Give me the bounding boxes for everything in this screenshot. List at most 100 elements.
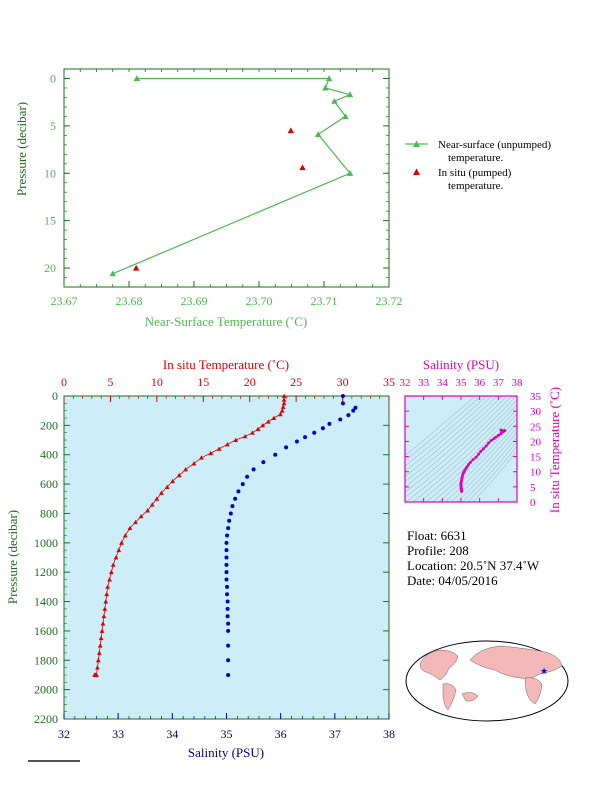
temperature-profile-point [159,490,164,495]
temp-x-tick-label: 5 [107,375,113,389]
temperature-profile-point [105,584,111,589]
pressure-y-tick-label: 800 [40,506,58,520]
ts-x-tick-label: 36 [474,377,486,389]
ts-density-contour [405,396,503,483]
ts-density-contour [405,399,517,502]
temperature-profile-point [154,496,160,501]
unpumped-temperature-point [331,98,338,104]
sal-x-tick-label: 37 [329,727,341,741]
ts-point [492,437,496,441]
temperature-profile-point [265,419,271,424]
pressure-y-tick-label: 1000 [34,536,58,550]
ts-point [487,441,491,445]
temperature-profile-point [208,450,214,456]
temperature-profile-point [271,415,277,420]
temperature-profile-point [183,467,189,472]
bottom-x-axis-label: Salinity (PSU) [188,745,264,760]
salinity-profile-point [294,439,299,444]
ts-y-tick-label: 20 [530,436,542,448]
top-y-tick-label: 0 [50,71,56,85]
ts-density-contour [405,396,517,498]
top-x-tick-label: 23.71 [311,294,338,308]
pressure-y-tick-label: 200 [40,418,58,432]
top-y-tick-label: 5 [50,119,56,133]
salinity-profile-point [228,511,233,516]
pumped-temperature-point [299,164,306,171]
temperature-profile-point [95,665,100,670]
ts-point [501,429,505,433]
top-chart: Near-Surface Temperature (˚C) Pressure (… [14,102,307,329]
ts-x-tick-label: 37 [493,377,505,389]
temperature-profile-point [97,643,103,648]
salinity-profile-point [225,592,230,597]
temperature-profile-point [104,591,110,597]
unpumped-temperature-point [133,75,140,82]
pressure-y-tick-label: 600 [40,477,58,491]
temperature-profile-point [225,442,230,447]
temperature-profile-point [138,513,144,519]
unpumped-temperature-point [109,270,116,277]
ts-y-axis-label: In situ Temperature (˚C) [547,387,562,513]
top-y-axis-label: Pressure (decibar) [14,102,29,196]
map-land-australia [461,692,479,702]
float-id: Float: 6631 [407,528,467,543]
ts-density-contour [432,417,517,502]
temperature-profile-point [122,533,128,538]
pressure-y-tick-label: 1400 [34,595,58,609]
pressure-y-tick-label: 2000 [34,683,58,697]
ts-density-contour [462,441,517,502]
date: Date: 04/05/2016 [407,573,498,588]
salinity-profile-point [224,570,229,575]
top-x-tick-label: 23.69 [181,294,208,308]
pressure-y-tick-label: 1800 [34,653,58,667]
ts-density-contour [405,396,482,462]
ts-density-contour [405,396,476,457]
ts-y-tick-label: 25 [530,421,542,433]
top-x-tick-label: 23.72 [376,294,403,308]
salinity-profile-point [226,658,231,663]
temperature-profile-point [281,400,287,406]
ts-x-tick-label: 38 [512,377,524,389]
salinity-profile-point [226,621,231,626]
top-x-tick-label: 23.70 [246,294,273,308]
temperature-profile-point [233,437,239,442]
ts-density-contour [405,396,513,493]
temperature-profile-point [113,555,119,560]
salinity-profile-point [226,672,231,677]
top-x-tick-label: 23.67 [51,294,78,308]
temperature-profile-point [110,562,116,567]
temperature-profile-point [127,525,133,531]
temperature-profile-point [191,461,197,466]
legend-unpumped-label-2: temperature. [448,152,504,164]
top-y-tick-label: 20 [44,261,56,275]
temp-x-tick-label: 15 [197,375,209,389]
temperature-profile-point [149,502,155,507]
salinity-profile-point [225,606,230,611]
pressure-y-tick-label: 1200 [34,565,58,579]
top-chart-marks: 23.67 23.68 23.69 23.70 23.71 23.72 0 5 10 15 20 [44,68,403,308]
salinity-profile-point [225,533,230,538]
ts-density-contours [405,396,517,502]
salinity-profile-point [353,405,358,410]
ts-point [479,449,483,453]
ts-y-tick-label: 15 [530,452,542,464]
salinity-profile-point [303,435,308,440]
temp-x-tick-label: 10 [151,375,163,389]
ts-y-tick-label: 0 [530,497,536,509]
salinity-profile-point [224,577,229,582]
ts-density-contour [405,396,498,477]
ts-y-tick-label: 30 [530,406,542,418]
temperature-profile-point [100,621,106,626]
salinity-profile-point [226,526,231,531]
salinity-profile-point [340,394,345,398]
temperature-profile-point [107,577,112,582]
salinity-profile-point [251,467,256,472]
ts-point [499,432,503,436]
temperature-profile-point [242,433,248,439]
ts-density-contour [412,404,517,502]
temperature-profile-point [99,628,105,633]
top-x-axis-label: Near-Surface Temperature (˚C) [145,314,307,329]
salinity-profile-point [224,548,229,553]
temperature-profile-point [96,650,102,655]
top-y-tick-label: 10 [44,166,56,180]
